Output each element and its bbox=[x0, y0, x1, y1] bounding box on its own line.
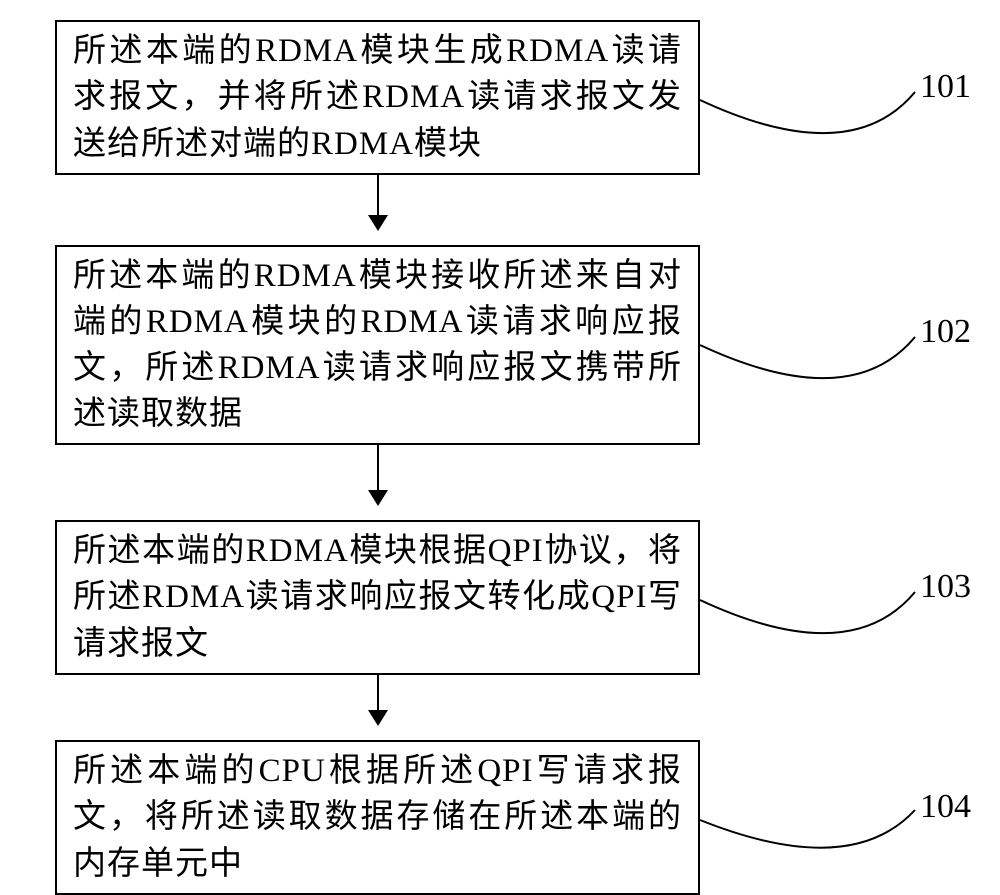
flowchart-container: 所述本端的RDMA模块生成RDMA读请求报文，并将所述RDMA读请求报文发送给所… bbox=[0, 0, 1000, 893]
label-101: 101 bbox=[920, 68, 971, 106]
flow-box-3: 所述本端的RDMA模块根据QPI协议，将所述RDMA读请求响应报文转化成QPI写… bbox=[55, 520, 700, 675]
arrow-3-4 bbox=[377, 675, 379, 724]
arrow-1-2 bbox=[377, 175, 379, 229]
flow-box-4: 所述本端的CPU根据所述QPI写请求报文，将所述读取数据存储在所述本端的内存单元… bbox=[55, 740, 700, 895]
label-103: 103 bbox=[920, 568, 971, 606]
flow-box-1-text: 所述本端的RDMA模块生成RDMA读请求报文，并将所述RDMA读请求报文发送给所… bbox=[73, 28, 682, 167]
label-102: 102 bbox=[920, 313, 971, 351]
label-104: 104 bbox=[920, 788, 971, 826]
flow-box-4-text: 所述本端的CPU根据所述QPI写请求报文，将所述读取数据存储在所述本端的内存单元… bbox=[73, 748, 682, 887]
flow-box-2: 所述本端的RDMA模块接收所述来自对端的RDMA模块的RDMA读请求响应报文，所… bbox=[55, 245, 700, 445]
flow-box-3-text: 所述本端的RDMA模块根据QPI协议，将所述RDMA读请求响应报文转化成QPI写… bbox=[73, 528, 682, 667]
flow-box-2-text: 所述本端的RDMA模块接收所述来自对端的RDMA模块的RDMA读请求响应报文，所… bbox=[73, 253, 682, 438]
arrow-2-3 bbox=[377, 445, 379, 504]
flow-box-1: 所述本端的RDMA模块生成RDMA读请求报文，并将所述RDMA读请求报文发送给所… bbox=[55, 20, 700, 175]
